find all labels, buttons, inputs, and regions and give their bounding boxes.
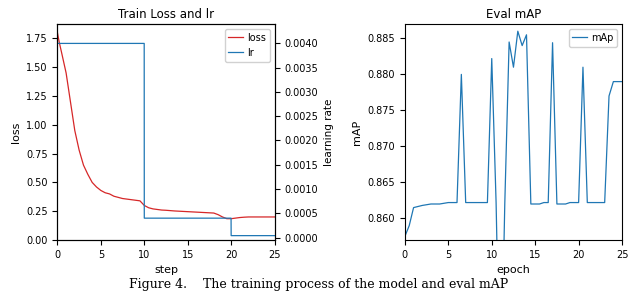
lr — [140, 216, 148, 220]
Line: loss: loss — [57, 33, 274, 219]
loss — [54, 31, 61, 34]
mAp — [579, 65, 587, 69]
Y-axis label: mAP: mAP — [352, 119, 362, 145]
mAp — [536, 202, 544, 206]
Y-axis label: loss: loss — [10, 121, 20, 143]
mAp — [584, 201, 591, 204]
loss — [66, 100, 74, 103]
loss — [223, 217, 231, 220]
loss — [128, 198, 135, 202]
mAp — [553, 202, 561, 206]
Title: Eval mAP: Eval mAP — [486, 8, 541, 21]
mAp — [614, 80, 621, 83]
Legend: loss, lr: loss, lr — [225, 29, 270, 62]
Title: Train Loss and lr: Train Loss and lr — [118, 8, 214, 21]
mAp — [549, 41, 556, 44]
mAp — [457, 73, 465, 76]
mAp — [566, 201, 574, 204]
lr — [54, 42, 61, 45]
mAp — [561, 202, 569, 206]
Y-axis label: learning rate: learning rate — [323, 98, 334, 166]
lr — [227, 216, 235, 220]
mAp — [609, 80, 617, 83]
mAp — [419, 204, 426, 207]
lr — [227, 234, 235, 237]
mAp — [501, 202, 508, 206]
mAp — [544, 201, 552, 204]
X-axis label: epoch: epoch — [496, 265, 530, 275]
X-axis label: step: step — [154, 265, 178, 275]
mAp — [405, 224, 413, 227]
mAp — [601, 201, 609, 204]
mAp — [505, 40, 513, 44]
mAp — [558, 202, 565, 206]
mAp — [449, 201, 456, 204]
lr — [140, 42, 148, 45]
mAp — [488, 57, 496, 60]
mAp — [462, 201, 470, 204]
mAp — [531, 202, 539, 206]
Text: Figure 4.    The training process of the model and eval mAP: Figure 4. The training process of the mo… — [130, 278, 508, 291]
mAp — [427, 202, 434, 206]
mAp — [618, 80, 626, 83]
Line: lr: lr — [57, 44, 274, 236]
mAp — [479, 201, 487, 204]
mAp — [570, 201, 578, 204]
Legend: mAp: mAp — [568, 29, 617, 46]
mAp — [597, 201, 604, 204]
mAp — [592, 201, 600, 204]
mAp — [401, 235, 409, 238]
mAp — [540, 201, 547, 204]
mAp — [518, 44, 526, 47]
mAp — [466, 201, 474, 204]
mAp — [453, 201, 461, 204]
mAp — [484, 201, 491, 204]
mAp — [605, 94, 613, 98]
mAp — [445, 201, 452, 204]
mAp — [436, 202, 443, 206]
mAp — [588, 201, 595, 204]
mAp — [410, 206, 417, 209]
loss — [258, 215, 265, 219]
mAp — [514, 29, 522, 33]
loss — [193, 210, 200, 214]
mAp — [523, 33, 530, 37]
loss — [154, 208, 161, 211]
mAp — [575, 201, 582, 204]
mAp — [527, 202, 535, 206]
mAp — [510, 65, 517, 69]
Line: mAp: mAp — [405, 31, 622, 300]
mAp — [471, 201, 478, 204]
lr — [271, 234, 278, 237]
loss — [184, 210, 191, 214]
loss — [271, 215, 278, 219]
mAp — [493, 201, 500, 204]
